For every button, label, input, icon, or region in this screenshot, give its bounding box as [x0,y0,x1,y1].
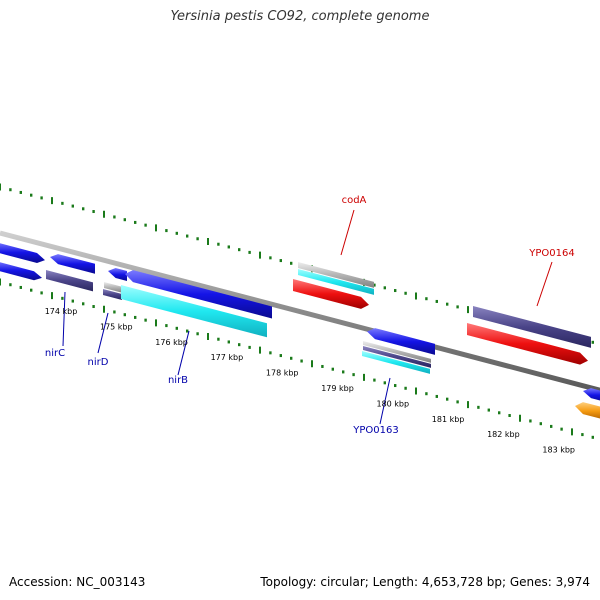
genome-title: Yersinia pestis CO92, complete genome [170,9,430,24]
gene-feature [467,323,588,365]
gene-feature-YPO0164 [473,306,591,348]
scale-label: 180 kbp [376,399,409,408]
gene-label-codA[interactable]: codA [342,195,367,206]
scale-label: 178 kbp [266,369,299,378]
gene-label-YPO0164[interactable]: YPO0164 [528,248,574,259]
backbone-line [0,230,600,393]
gene-feature [104,282,122,293]
scale-labels: 174 kbp 175 kbp 176 kbp 177 kbp 178 kbp 179 k… [45,307,575,455]
inner-tick-marks [0,278,594,439]
leader-line [379,377,391,425]
gene-feature [367,328,435,355]
gene-feature [0,262,42,281]
gene-feature [363,346,431,368]
gene-feature [293,279,369,309]
scale-label: 181 kbp [432,415,465,424]
gene-feature [108,267,127,281]
gene-label-YPO0163[interactable]: YPO0163 [352,425,398,436]
topology-label: Topology: circular; Length: 4,653,728 bp… [260,575,590,589]
scale-label: 177 kbp [211,353,244,362]
leader-line [536,261,553,307]
scale-label: 175 kbp [100,322,133,331]
scale-label: 182 kbp [487,430,520,439]
gene-feature [362,351,430,374]
gene-feature [46,270,93,292]
leader-line [177,330,190,376]
scale-label: 183 kbp [542,446,575,455]
gene-label-nirD[interactable]: nirD [88,357,109,368]
scale-label: 174 kbp [45,307,78,316]
leader-line [97,312,109,354]
gene-feature [575,402,600,419]
leader-line [62,291,66,347]
gene-feature [0,243,45,264]
scale-label: 176 kbp [155,338,188,347]
accession-label: Accession: NC_003143 [9,575,146,589]
gene-features [0,243,600,419]
gene-label-nirC[interactable]: nirC [45,348,65,359]
label-leader-lines [62,209,553,425]
gene-feature [125,270,272,319]
gene-feature [50,254,95,274]
gene-label-nirB[interactable]: nirB [168,375,188,386]
gene-feature-YPO0163 [363,341,431,363]
gene-labels: codA YPO0164 nirC nirD nirB YPO0163 [45,195,575,436]
gene-feature-nirB [121,285,267,338]
scale-label: 179 kbp [321,384,354,393]
gene-feature-codA [298,262,374,288]
gene-feature [103,289,122,300]
leader-line [340,209,355,256]
genome-backbone [0,230,600,393]
gene-feature [298,269,374,295]
gene-feature [583,388,600,401]
